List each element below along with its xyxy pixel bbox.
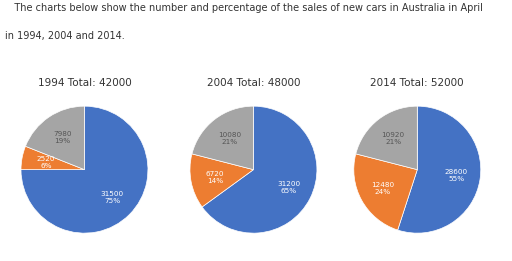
Text: 28600
55%: 28600 55% [444, 169, 468, 182]
Wedge shape [398, 106, 481, 233]
Title: 2004 Total: 48000: 2004 Total: 48000 [207, 78, 300, 88]
Wedge shape [354, 154, 417, 230]
Text: 10080
21%: 10080 21% [218, 132, 241, 145]
Wedge shape [21, 106, 148, 233]
Text: 31200
65%: 31200 65% [277, 181, 300, 194]
Wedge shape [26, 106, 84, 170]
Title: 2014 Total: 52000: 2014 Total: 52000 [371, 78, 464, 88]
Wedge shape [21, 146, 84, 170]
Text: 12480
24%: 12480 24% [371, 182, 394, 195]
Text: in 1994, 2004 and 2014.: in 1994, 2004 and 2014. [5, 31, 125, 41]
Text: 10920
21%: 10920 21% [381, 132, 404, 145]
Text: 31500
75%: 31500 75% [101, 191, 124, 204]
Wedge shape [356, 106, 417, 170]
Text: 6720
14%: 6720 14% [205, 170, 224, 183]
Title: 1994 Total: 42000: 1994 Total: 42000 [37, 78, 132, 88]
Text: 7980
19%: 7980 19% [53, 130, 72, 144]
Text: 2520
6%: 2520 6% [36, 156, 55, 169]
Wedge shape [190, 154, 253, 207]
Wedge shape [202, 106, 317, 233]
Text: The charts below show the number and percentage of the sales of new cars in Aust: The charts below show the number and per… [5, 3, 483, 13]
Wedge shape [192, 106, 253, 170]
